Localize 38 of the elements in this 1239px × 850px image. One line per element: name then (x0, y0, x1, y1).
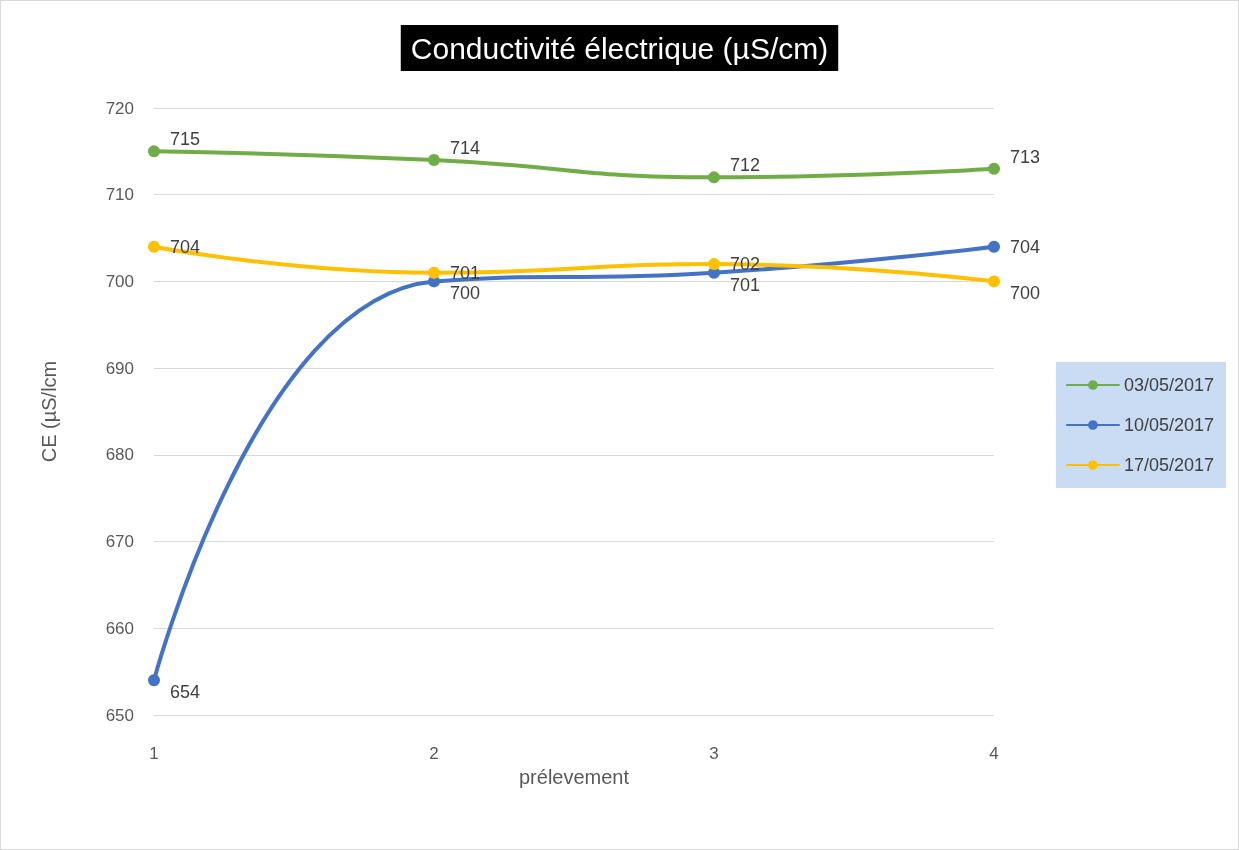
data-label: 713 (1010, 146, 1041, 167)
y-tick-label: 700 (105, 271, 134, 291)
point (148, 674, 160, 687)
x-axis-title: prélevement (518, 765, 630, 788)
x-tick-label: 3 (709, 744, 719, 763)
data-label: 704 (1010, 236, 1041, 257)
data-label: 654 (170, 682, 201, 703)
x-tick-label: 4 (989, 744, 999, 763)
legend-label: 17/05/2017 (1123, 455, 1215, 475)
y-tick-label: 680 (105, 445, 134, 465)
point (148, 145, 160, 158)
point (428, 154, 440, 167)
point (428, 266, 440, 279)
y-tick-label: 710 (105, 185, 134, 205)
data-label: 715 (170, 129, 201, 150)
y-tick-label: 720 (105, 98, 134, 118)
data-label: 700 (450, 283, 481, 304)
legend-label: 03/05/2017 (1123, 375, 1215, 395)
data-label: 712 (730, 155, 761, 176)
y-tick-label: 670 (105, 532, 134, 552)
legend-label: 10/05/2017 (1123, 415, 1215, 435)
y-tick-label: 690 (105, 358, 134, 378)
y-axis-title: CE (µS/lcm (38, 360, 60, 463)
point (708, 258, 720, 271)
y-tick-label: 650 (105, 705, 134, 725)
point (988, 162, 1000, 175)
data-label: 701 (450, 262, 481, 283)
point (708, 171, 720, 184)
data-label: 701 (730, 274, 761, 295)
x-tick-label: 1 (149, 744, 159, 763)
chart-title: Conductivité électrique (µS/cm) (410, 31, 829, 65)
point (988, 275, 1000, 288)
point (148, 240, 160, 253)
x-tick-label: 2 (429, 744, 439, 763)
point (988, 240, 1000, 253)
data-label: 700 (1010, 283, 1041, 304)
data-label: 714 (450, 138, 481, 159)
y-tick-label: 660 (105, 618, 134, 638)
